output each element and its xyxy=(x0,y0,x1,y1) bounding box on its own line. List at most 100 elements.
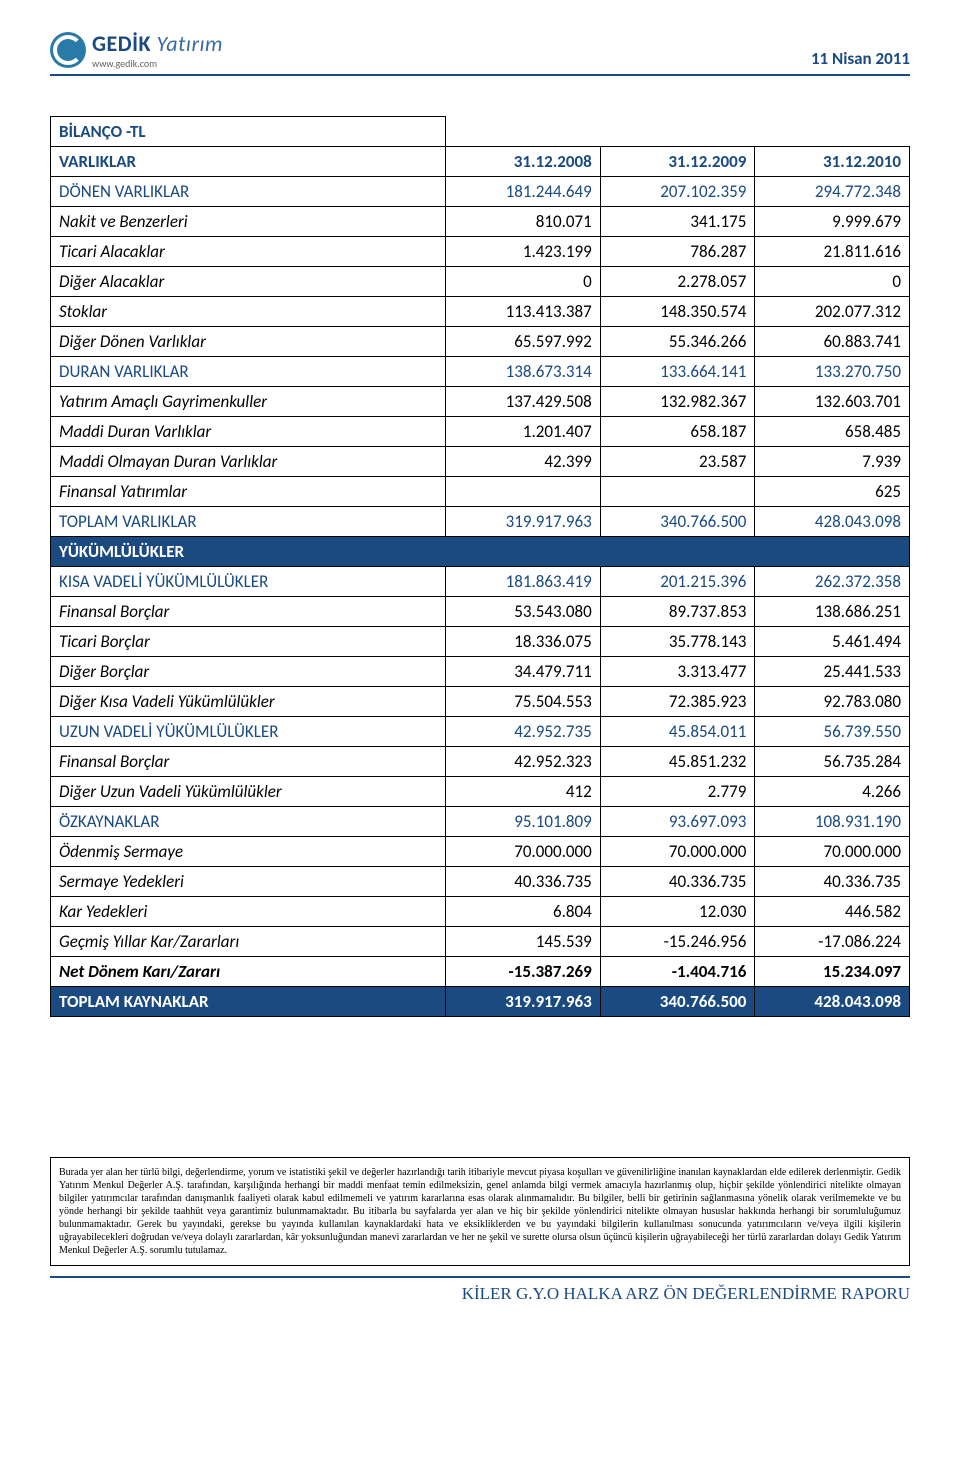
row-value: 60.883.741 xyxy=(755,327,910,357)
row-value: 201.215.396 xyxy=(600,567,755,597)
row-value: -1.404.716 xyxy=(600,957,755,987)
row-value: 658.187 xyxy=(600,417,755,447)
row-label: Maddi Duran Varlıklar xyxy=(51,417,446,447)
row-value: 55.346.266 xyxy=(600,327,755,357)
table-row: Diğer Dönen Varlıklar65.597.99255.346.26… xyxy=(51,327,910,357)
row-value: 65.597.992 xyxy=(446,327,601,357)
row-value: 56.735.284 xyxy=(755,747,910,777)
row-value: 9.999.679 xyxy=(755,207,910,237)
row-label: Finansal Borçlar xyxy=(51,597,446,627)
row-value: 319.917.963 xyxy=(446,507,601,537)
table-row: Ticari Alacaklar1.423.199786.28721.811.6… xyxy=(51,237,910,267)
row-value: 412 xyxy=(446,777,601,807)
row-value: 428.043.098 xyxy=(755,987,910,1017)
row-label: Ticari Borçlar xyxy=(51,627,446,657)
table-row: Stoklar113.413.387148.350.574202.077.312 xyxy=(51,297,910,327)
row-label: TOPLAM VARLIKLAR xyxy=(51,507,446,537)
table-row: VARLIKLAR31.12.200831.12.200931.12.2010 xyxy=(51,147,910,177)
row-label: DÖNEN VARLIKLAR xyxy=(51,177,446,207)
table-row: Diğer Kısa Vadeli Yükümlülükler75.504.55… xyxy=(51,687,910,717)
row-value: 93.697.093 xyxy=(600,807,755,837)
row-value: 25.441.533 xyxy=(755,657,910,687)
row-label: Diğer Borçlar xyxy=(51,657,446,687)
logo-url: www.gedik.com xyxy=(92,57,223,70)
row-label: Maddi Olmayan Duran Varlıklar xyxy=(51,447,446,477)
balance-sheet-table: BİLANÇO -TLVARLIKLAR31.12.200831.12.2009… xyxy=(50,116,910,1017)
row-value: 6.804 xyxy=(446,897,601,927)
table-row: BİLANÇO -TL xyxy=(51,117,910,147)
row-label: Diğer Dönen Varlıklar xyxy=(51,327,446,357)
table-row: TOPLAM VARLIKLAR319.917.963340.766.50042… xyxy=(51,507,910,537)
row-value: 133.270.750 xyxy=(755,357,910,387)
row-label: VARLIKLAR xyxy=(51,147,446,177)
table-row: Diğer Uzun Vadeli Yükümlülükler4122.7794… xyxy=(51,777,910,807)
logo-text: GEDİK Yatırım www.gedik.com xyxy=(92,30,223,70)
table-row: Maddi Olmayan Duran Varlıklar42.39923.58… xyxy=(51,447,910,477)
row-label: TOPLAM KAYNAKLAR xyxy=(51,987,446,1017)
row-value: 181.863.419 xyxy=(446,567,601,597)
table-row: Diğer Alacaklar02.278.0570 xyxy=(51,267,910,297)
row-value: 31.12.2008 xyxy=(446,147,601,177)
table-row: DURAN VARLIKLAR138.673.314133.664.141133… xyxy=(51,357,910,387)
section-header-cell: YÜKÜMLÜLÜKLER xyxy=(51,537,910,567)
table-row: UZUN VADELİ YÜKÜMLÜLÜKLER42.952.73545.85… xyxy=(51,717,910,747)
table-row: Diğer Borçlar34.479.7113.313.47725.441.5… xyxy=(51,657,910,687)
row-label: Net Dönem Karı/Zararı xyxy=(51,957,446,987)
row-label: ÖZKAYNAKLAR xyxy=(51,807,446,837)
row-value: 138.686.251 xyxy=(755,597,910,627)
row-label: Ticari Alacaklar xyxy=(51,237,446,267)
row-value: -15.387.269 xyxy=(446,957,601,987)
row-label: Ödenmiş Sermaye xyxy=(51,837,446,867)
row-value: 56.739.550 xyxy=(755,717,910,747)
row-value: 137.429.508 xyxy=(446,387,601,417)
row-value: 31.12.2009 xyxy=(600,147,755,177)
row-label: UZUN VADELİ YÜKÜMLÜLÜKLER xyxy=(51,717,446,747)
row-value xyxy=(600,477,755,507)
row-label: Nakit ve Benzerleri xyxy=(51,207,446,237)
table-row: YÜKÜMLÜLÜKLER xyxy=(51,537,910,567)
table-row: Net Dönem Karı/Zararı-15.387.269-1.404.7… xyxy=(51,957,910,987)
row-value: 12.030 xyxy=(600,897,755,927)
row-value: 75.504.553 xyxy=(446,687,601,717)
table-row: TOPLAM KAYNAKLAR319.917.963340.766.50042… xyxy=(51,987,910,1017)
row-value: 4.266 xyxy=(755,777,910,807)
row-label: KISA VADELİ YÜKÜMLÜLÜKLER xyxy=(51,567,446,597)
row-value: -15.246.956 xyxy=(600,927,755,957)
row-label: Sermaye Yedekleri xyxy=(51,867,446,897)
table-row: Maddi Duran Varlıklar1.201.407658.187658… xyxy=(51,417,910,447)
row-value: 40.336.735 xyxy=(755,867,910,897)
row-value: 42.399 xyxy=(446,447,601,477)
row-value: 70.000.000 xyxy=(755,837,910,867)
logo-brand: GEDİK xyxy=(92,30,151,57)
row-value: 207.102.359 xyxy=(600,177,755,207)
row-value: 132.603.701 xyxy=(755,387,910,417)
row-value: 35.778.143 xyxy=(600,627,755,657)
row-value: 53.543.080 xyxy=(446,597,601,627)
row-value: 0 xyxy=(446,267,601,297)
table-row: Kar Yedekleri6.80412.030446.582 xyxy=(51,897,910,927)
logo-suffix: Yatırım xyxy=(157,30,223,57)
row-label: Finansal Yatırımlar xyxy=(51,477,446,507)
row-value: 262.372.358 xyxy=(755,567,910,597)
logo-block: GEDİK Yatırım www.gedik.com xyxy=(50,30,223,70)
row-label: Diğer Uzun Vadeli Yükümlülükler xyxy=(51,777,446,807)
row-value: 133.664.141 xyxy=(600,357,755,387)
table-row: Ticari Borçlar18.336.07535.778.1435.461.… xyxy=(51,627,910,657)
table-title-cell: BİLANÇO -TL xyxy=(51,117,446,147)
row-value: 70.000.000 xyxy=(446,837,601,867)
row-label: Geçmiş Yıllar Kar/Zararları xyxy=(51,927,446,957)
row-value: 45.854.011 xyxy=(600,717,755,747)
disclaimer-text: Burada yer alan her türlü bilgi, değerle… xyxy=(50,1157,910,1266)
row-value: 319.917.963 xyxy=(446,987,601,1017)
row-value: 340.766.500 xyxy=(600,987,755,1017)
row-value: 181.244.649 xyxy=(446,177,601,207)
row-value: 72.385.923 xyxy=(600,687,755,717)
row-value: 113.413.387 xyxy=(446,297,601,327)
table-row: DÖNEN VARLIKLAR181.244.649207.102.359294… xyxy=(51,177,910,207)
row-value: 145.539 xyxy=(446,927,601,957)
row-value: 21.811.616 xyxy=(755,237,910,267)
row-value: 202.077.312 xyxy=(755,297,910,327)
table-row: Ödenmiş Sermaye70.000.00070.000.00070.00… xyxy=(51,837,910,867)
row-value: 23.587 xyxy=(600,447,755,477)
footer-title: KİLER G.Y.O HALKA ARZ ÖN DEĞERLENDİRME R… xyxy=(50,1276,910,1304)
